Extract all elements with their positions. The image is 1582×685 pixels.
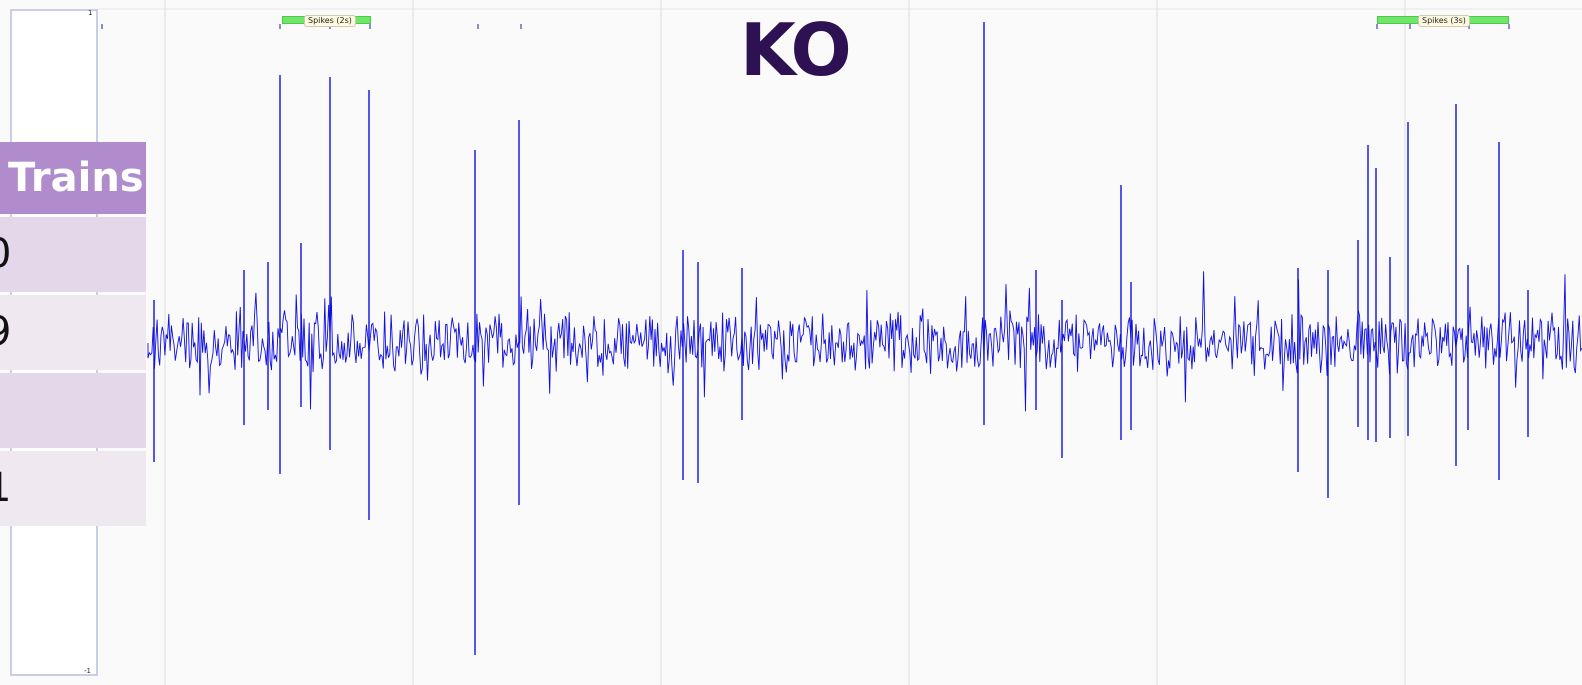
spike-tick: [520, 24, 522, 29]
table-row: 1: [0, 451, 146, 526]
table-row: [0, 373, 146, 448]
table-row: 9: [0, 295, 146, 370]
table-header: Trains: [0, 142, 146, 214]
spike-tick: [1468, 24, 1470, 29]
spike-tick: [1409, 24, 1411, 29]
trains-table: Trains 0 9 1: [0, 142, 146, 529]
table-cell: 9: [0, 295, 11, 370]
table-cell: 1: [0, 451, 11, 526]
spike-tick: [279, 24, 281, 29]
spike-tick: [1508, 24, 1510, 29]
spike-tick: [477, 24, 479, 29]
spike-marker-3s[interactable]: Spikes (3s): [1377, 15, 1509, 27]
spike-tick: [1376, 24, 1378, 29]
spike-tick: [101, 24, 103, 29]
noise-trace: [147, 271, 1582, 412]
spike-marker-label: Spikes (3s): [1418, 15, 1470, 27]
page-title: KO: [740, 8, 852, 92]
table-cell: 0: [0, 217, 11, 292]
overview-max-label: 1: [88, 9, 93, 17]
spike-lines: [153, 22, 1529, 655]
noise-path: [147, 271, 1582, 412]
spike-tick: [369, 24, 371, 29]
table-row: 0: [0, 217, 146, 292]
spike-marker-label: Spikes (2s): [304, 15, 356, 27]
overview-min-label: -1: [84, 667, 91, 675]
spike-marker-2s[interactable]: Spikes (2s): [282, 15, 371, 27]
